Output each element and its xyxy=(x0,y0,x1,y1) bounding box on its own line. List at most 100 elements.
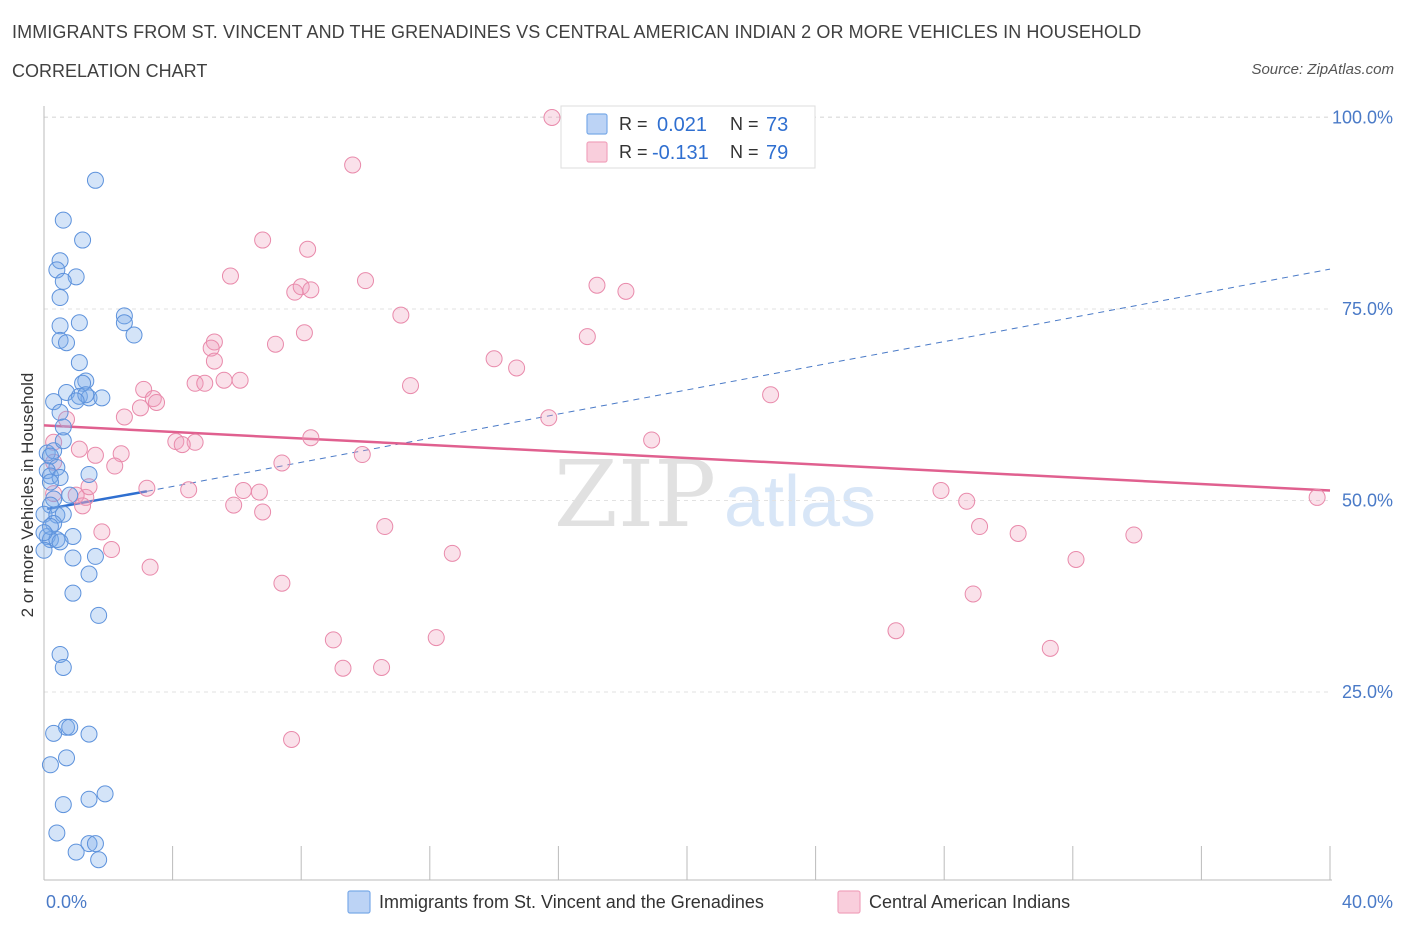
point-central-american-indians xyxy=(588,276,606,294)
point-central-american-indians xyxy=(273,454,291,472)
legend-swatch-blue xyxy=(586,113,608,135)
point-central-american-indians xyxy=(1125,526,1143,544)
point-central-american-indians xyxy=(376,518,394,536)
point-central-american-indians xyxy=(508,359,526,377)
legend-r-label-2: R = xyxy=(619,142,648,162)
axes xyxy=(43,106,1332,881)
point-st-vincent xyxy=(51,289,69,307)
point-st-vincent xyxy=(48,459,66,477)
bottom-legend: Immigrants from St. Vincent and the Gren… xyxy=(347,890,1070,914)
point-central-american-indians xyxy=(141,558,159,576)
point-central-american-indians xyxy=(617,282,635,300)
point-central-american-indians xyxy=(334,659,352,677)
point-st-vincent xyxy=(64,549,82,567)
point-st-vincent xyxy=(41,518,59,536)
point-st-vincent xyxy=(45,724,63,742)
point-central-american-indians xyxy=(392,306,410,324)
y-axis-label: 2 or more Vehicles in Household xyxy=(18,373,37,618)
y-tick-label: 100.0% xyxy=(1332,108,1393,128)
point-central-american-indians xyxy=(74,497,92,515)
top-legend: R = 0.021 N = 73 R = -0.131 N = 79 xyxy=(560,105,816,169)
point-st-vincent xyxy=(64,528,82,546)
point-st-vincent xyxy=(125,326,143,344)
point-st-vincent xyxy=(54,658,72,676)
point-central-american-indians xyxy=(138,479,156,497)
point-central-american-indians xyxy=(221,267,239,285)
point-central-american-indians xyxy=(443,544,461,562)
point-st-vincent xyxy=(54,796,72,814)
point-central-american-indians xyxy=(1041,639,1059,657)
point-st-vincent xyxy=(77,372,95,390)
bottom-legend-label-2: Central American Indians xyxy=(869,892,1070,912)
point-central-american-indians xyxy=(70,440,88,458)
point-st-vincent xyxy=(70,314,88,332)
point-central-american-indians xyxy=(357,272,374,290)
point-central-american-indians xyxy=(302,429,320,447)
point-st-vincent xyxy=(115,314,133,332)
point-st-vincent xyxy=(96,785,114,803)
point-central-american-indians xyxy=(254,503,272,521)
point-st-vincent xyxy=(41,496,59,514)
point-central-american-indians xyxy=(115,408,133,426)
point-central-american-indians xyxy=(540,409,558,427)
point-central-american-indians xyxy=(302,281,320,299)
point-st-vincent xyxy=(70,354,88,372)
trendline-pink xyxy=(43,424,1331,492)
point-central-american-indians xyxy=(266,335,284,353)
point-central-american-indians xyxy=(762,386,780,404)
point-central-american-indians xyxy=(578,328,596,346)
point-central-american-indians xyxy=(273,574,291,592)
point-st-vincent xyxy=(45,393,63,411)
point-central-american-indians xyxy=(186,374,204,392)
point-st-vincent xyxy=(51,252,69,270)
x-tick-labels: 0.0% 40.0% xyxy=(46,892,1393,912)
point-central-american-indians xyxy=(283,730,301,748)
point-central-american-indians xyxy=(234,482,252,500)
watermark-atlas: atlas xyxy=(724,462,876,542)
point-st-vincent xyxy=(35,524,53,542)
chart-source: Source: ZipAtlas.com xyxy=(1251,61,1394,78)
point-st-vincent xyxy=(67,392,85,410)
point-central-american-indians xyxy=(958,492,976,510)
point-st-vincent xyxy=(58,383,76,401)
gridlines xyxy=(44,116,1330,693)
point-st-vincent xyxy=(90,606,108,624)
point-central-american-indians xyxy=(932,482,950,500)
point-st-vincent xyxy=(80,465,98,483)
point-central-american-indians xyxy=(103,541,121,559)
point-central-american-indians xyxy=(402,377,420,395)
point-st-vincent xyxy=(90,851,108,869)
y-tick-labels: 100.0% 75.0% 50.0% 25.0% xyxy=(1332,108,1393,703)
point-central-american-indians xyxy=(643,431,661,449)
point-central-american-indians xyxy=(186,433,204,451)
point-st-vincent xyxy=(86,171,104,189)
point-st-vincent xyxy=(41,756,59,774)
point-central-american-indians xyxy=(215,371,233,389)
point-central-american-indians xyxy=(180,481,198,499)
trendline-blue-extension xyxy=(146,268,1331,492)
point-central-american-indians xyxy=(205,352,223,370)
point-st-vincent xyxy=(51,469,69,487)
legend-n-value-1: 73 xyxy=(766,114,788,136)
bottom-legend-swatch-blue xyxy=(347,890,371,914)
point-central-american-indians xyxy=(131,399,149,417)
point-st-vincent xyxy=(41,473,59,491)
y-tick-label: 50.0% xyxy=(1342,491,1393,511)
data-points xyxy=(35,109,1326,869)
point-central-american-indians xyxy=(231,371,249,389)
point-central-american-indians xyxy=(427,629,445,647)
point-st-vincent xyxy=(80,389,98,407)
point-st-vincent xyxy=(51,331,69,349)
point-central-american-indians xyxy=(202,339,220,357)
point-st-vincent xyxy=(61,718,79,736)
point-st-vincent xyxy=(86,835,104,853)
point-st-vincent xyxy=(93,389,111,407)
point-central-american-indians xyxy=(971,518,989,536)
x-tick-label: 40.0% xyxy=(1342,892,1393,912)
y-tick-label: 75.0% xyxy=(1342,299,1393,319)
point-st-vincent xyxy=(67,843,85,861)
point-central-american-indians xyxy=(353,446,371,464)
point-st-vincent xyxy=(51,317,69,335)
point-central-american-indians xyxy=(373,658,391,676)
